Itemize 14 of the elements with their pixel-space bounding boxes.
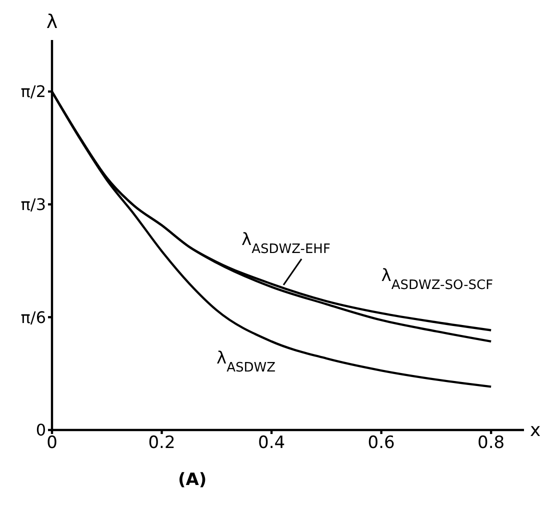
y-tick-label: 0 [36,420,46,440]
series-label: λ$_{ASDWZ-SO-SCF}$ [381,266,494,293]
x-tick-label: 0.2 [148,433,176,454]
y-axis-title: λ [46,11,58,33]
y-tick-label: π/2 [20,82,46,102]
y-tick-label: π/6 [20,308,46,327]
series-label: λ$_{ASDWZ}$ [216,348,276,375]
x-axis-title: x [530,420,541,441]
y-tick-label: π/3 [20,195,46,214]
x-tick-label: 0.8 [478,433,505,454]
x-tick-label: 0.4 [258,433,286,454]
series-label: λ$_{ASDWZ-EHF}$ [242,230,330,256]
text: (A) [178,470,208,490]
x-tick-label: 0.6 [368,433,395,454]
